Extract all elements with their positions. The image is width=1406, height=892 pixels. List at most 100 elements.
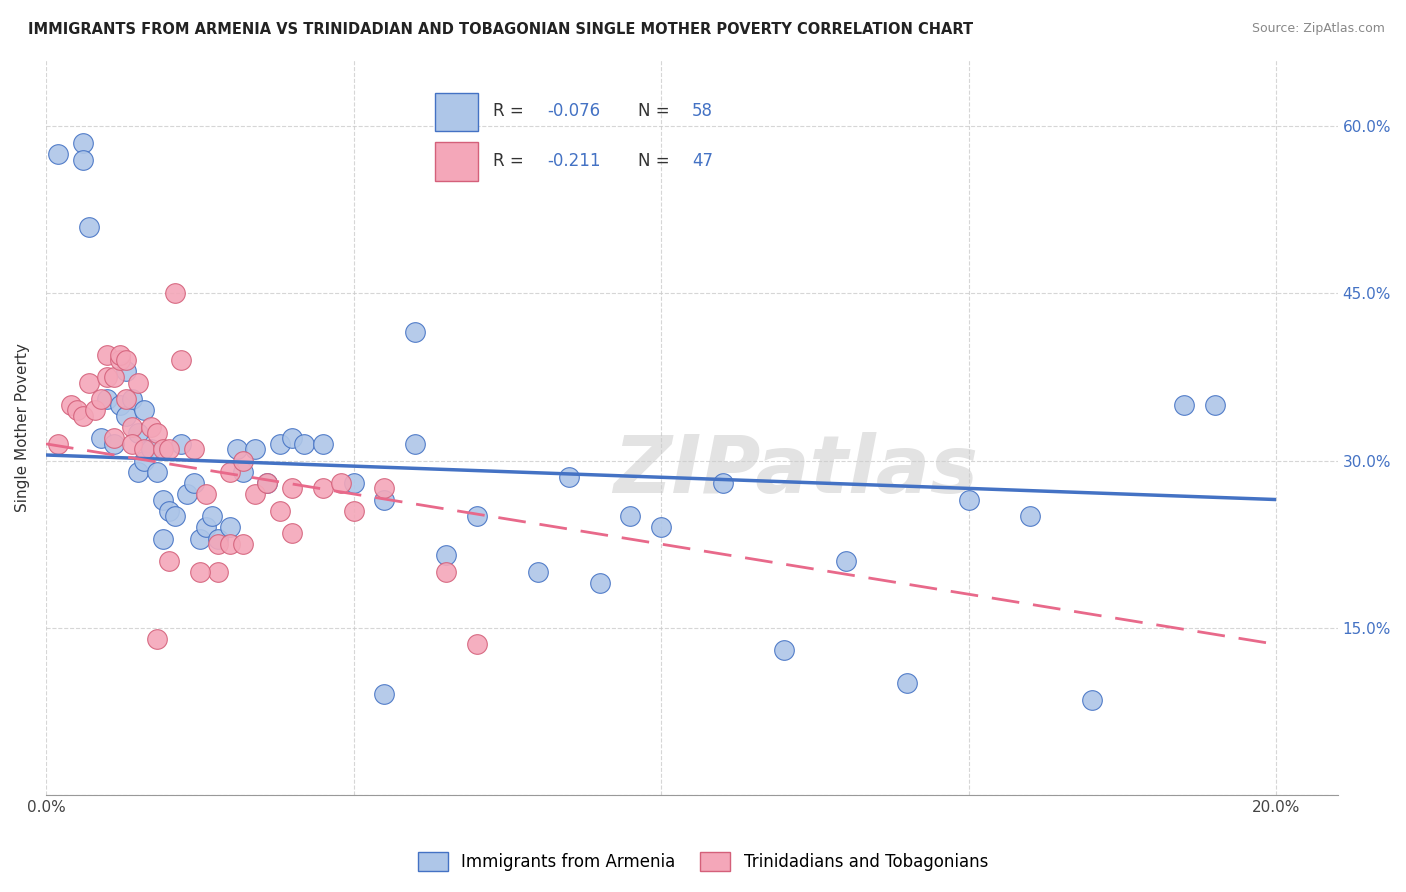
Point (404, 326, 426, 340)
Point (115, 392, 138, 407)
Point (134, 403, 156, 417)
Point (207, 565, 229, 579)
Point (59, 398, 82, 412)
Point (834, 554, 856, 568)
Point (465, 509, 488, 524)
Y-axis label: Single Mother Poverty: Single Mother Poverty (15, 343, 30, 512)
Point (157, 442, 180, 457)
Point (115, 409, 138, 423)
Point (373, 688, 395, 702)
Point (269, 437, 291, 451)
Point (243, 487, 266, 501)
Legend: Immigrants from Armenia, Trinidadians and Tobagonians: Immigrants from Armenia, Trinidadians an… (409, 843, 997, 880)
Point (84, 403, 107, 417)
Point (96, 392, 118, 407)
Point (121, 420, 143, 434)
Point (145, 465, 167, 479)
Point (312, 482, 335, 496)
Point (139, 420, 162, 434)
Point (103, 370, 125, 384)
Point (46, 437, 69, 451)
Point (183, 475, 205, 490)
Point (139, 442, 162, 457)
Point (465, 637, 488, 651)
Point (165, 509, 187, 524)
Text: Source: ZipAtlas.com: Source: ZipAtlas.com (1251, 22, 1385, 36)
Point (96, 348, 118, 362)
Point (176, 487, 198, 501)
Point (90, 392, 112, 407)
Text: ZIPatlas: ZIPatlas (613, 433, 977, 510)
Point (342, 475, 364, 490)
Point (157, 554, 180, 568)
Point (558, 470, 581, 484)
Point (373, 482, 395, 496)
Point (134, 442, 156, 457)
Point (157, 504, 180, 518)
Point (72, 136, 94, 150)
Point (243, 442, 266, 457)
Point (194, 487, 217, 501)
Point (90, 431, 112, 445)
Point (207, 537, 229, 551)
Point (219, 465, 242, 479)
Point (103, 431, 125, 445)
Point (207, 532, 229, 546)
Point (434, 565, 457, 579)
Point (527, 565, 550, 579)
Point (96, 370, 118, 384)
Point (108, 348, 131, 362)
Point (115, 364, 138, 378)
Point (77, 219, 100, 234)
Point (188, 565, 211, 579)
Point (194, 520, 217, 534)
Point (281, 482, 304, 496)
Point (121, 437, 143, 451)
Point (201, 509, 224, 524)
Point (896, 676, 918, 690)
Point (145, 425, 167, 440)
Point (152, 532, 174, 546)
Point (256, 475, 278, 490)
Point (404, 437, 426, 451)
Point (232, 537, 254, 551)
Point (134, 453, 156, 467)
Point (72, 409, 94, 423)
Point (373, 492, 395, 507)
Point (170, 437, 193, 451)
Point (127, 376, 149, 390)
Point (225, 442, 247, 457)
Point (342, 504, 364, 518)
Point (145, 632, 167, 646)
Point (1019, 509, 1042, 524)
Point (165, 286, 187, 301)
Point (773, 643, 796, 657)
Point (108, 353, 131, 368)
Point (219, 520, 242, 534)
Point (292, 437, 315, 451)
Point (170, 353, 193, 368)
Point (219, 537, 242, 551)
Point (115, 353, 138, 368)
Point (256, 475, 278, 490)
Point (281, 431, 304, 445)
Point (103, 437, 125, 451)
Point (152, 442, 174, 457)
Point (711, 475, 734, 490)
Point (108, 398, 131, 412)
Point (1080, 693, 1102, 707)
Point (46, 147, 69, 161)
Point (127, 465, 149, 479)
Point (957, 492, 980, 507)
Point (281, 525, 304, 540)
Point (232, 453, 254, 467)
Point (77, 376, 100, 390)
Point (188, 532, 211, 546)
Point (588, 576, 610, 591)
Point (619, 509, 641, 524)
Point (183, 442, 205, 457)
Point (1204, 398, 1226, 412)
Point (269, 504, 291, 518)
Point (121, 392, 143, 407)
Point (127, 425, 149, 440)
